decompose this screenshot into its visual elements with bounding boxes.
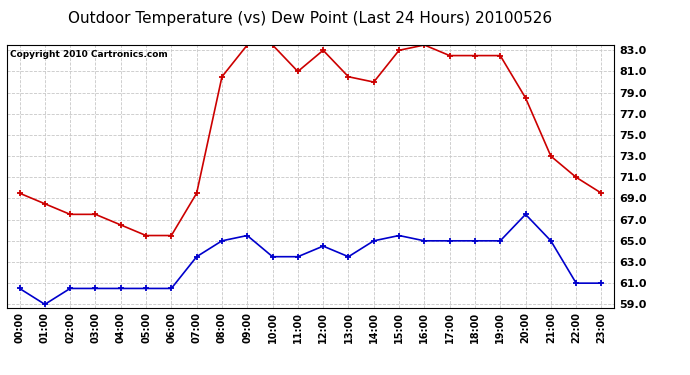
Text: Copyright 2010 Cartronics.com: Copyright 2010 Cartronics.com <box>10 50 168 59</box>
Text: Outdoor Temperature (vs) Dew Point (Last 24 Hours) 20100526: Outdoor Temperature (vs) Dew Point (Last… <box>68 11 553 26</box>
